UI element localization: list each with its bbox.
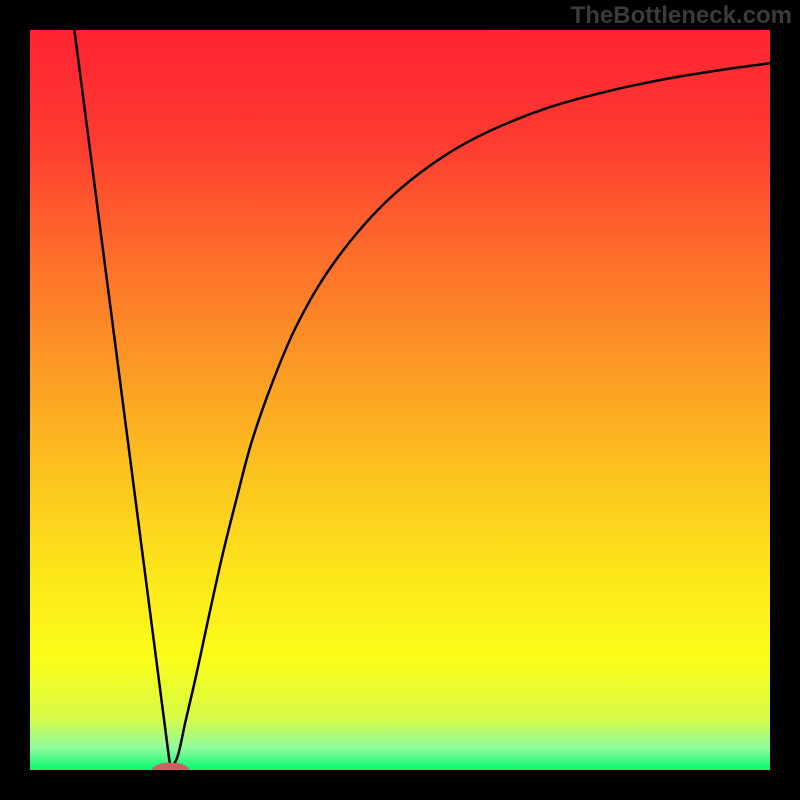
watermark-text: TheBottleneck.com <box>571 2 792 30</box>
chart-svg <box>30 30 770 770</box>
chart-background <box>30 30 770 770</box>
plot-area <box>30 30 770 770</box>
